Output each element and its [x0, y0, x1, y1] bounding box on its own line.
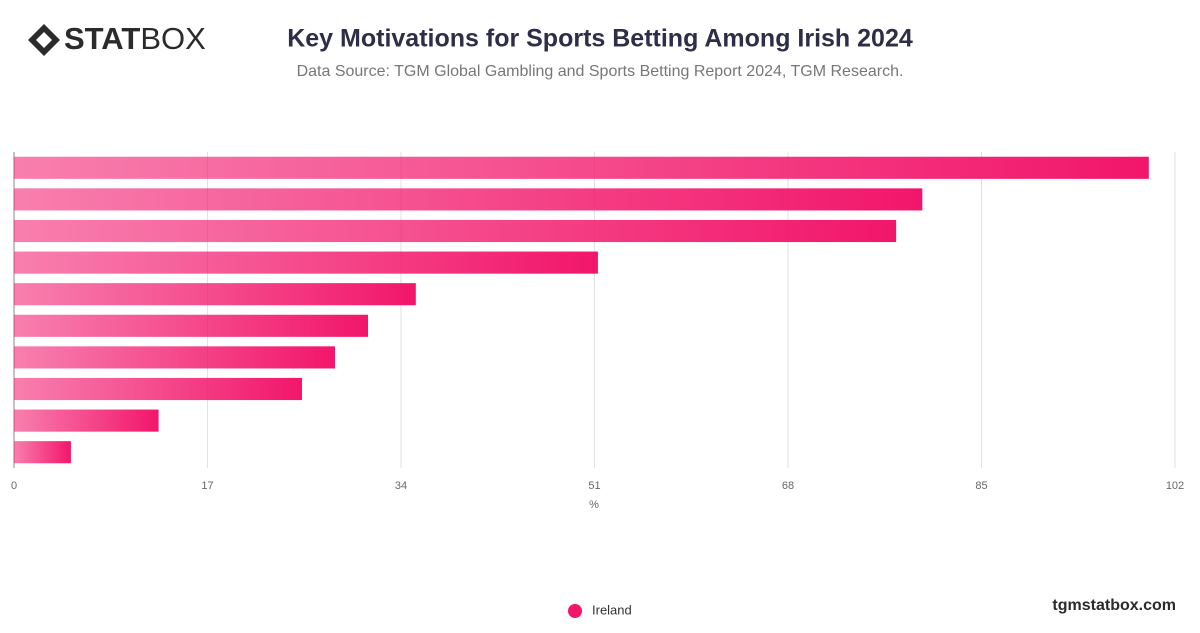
logo-bold: STAT — [64, 21, 140, 56]
x-tick-label: 102 — [1166, 480, 1184, 492]
bar — [14, 251, 598, 274]
bar — [14, 441, 71, 464]
bar — [14, 377, 302, 401]
chart-subtitle: Data Source: TGM Global Gambling and Spo… — [297, 63, 904, 80]
x-tick-label: 17 — [201, 480, 213, 492]
x-tick-label: 51 — [588, 480, 600, 492]
bar — [14, 156, 1149, 179]
logo-icon-inner — [36, 32, 52, 48]
bar — [14, 219, 897, 243]
x-tick-label: 68 — [782, 480, 794, 492]
logo: STATBOX — [28, 21, 206, 56]
x-tick-label: 85 — [975, 480, 987, 492]
x-tick-label: 0 — [11, 480, 17, 492]
bar — [14, 283, 416, 306]
chart-title: Key Motivations for Sports Betting Among… — [287, 25, 913, 53]
legend-marker — [568, 604, 582, 618]
x-axis-label: % — [589, 499, 599, 511]
bar — [14, 314, 368, 337]
footer: tgmstatbox.com — [1052, 597, 1176, 614]
x-tick-label: 34 — [395, 480, 407, 492]
bar — [14, 409, 159, 432]
legend: Ireland — [568, 602, 632, 618]
bar — [14, 346, 335, 369]
logo-light: BOX — [140, 21, 206, 56]
logo-text: STATBOX — [64, 21, 206, 56]
legend-label: Ireland — [592, 602, 632, 617]
bar — [14, 188, 923, 211]
